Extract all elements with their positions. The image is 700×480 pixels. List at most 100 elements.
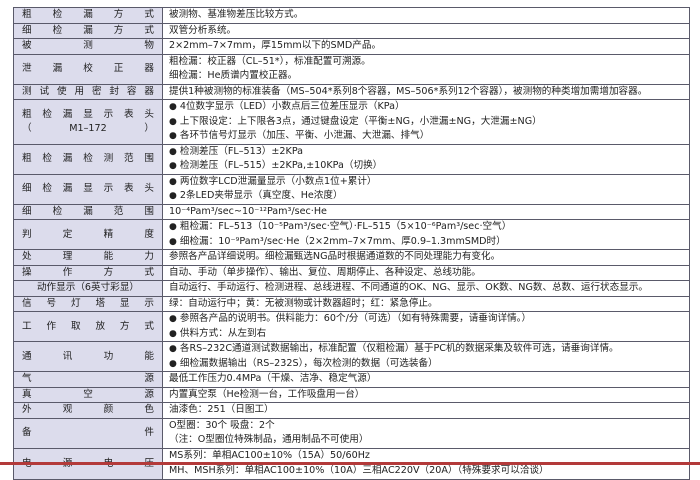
row-value: MH、MSH系列：单相AC100±10%（10A）三相AC220V（20A）（特…: [162, 463, 690, 480]
table-row: 操作方式 自动、手动（单步操作）、输出、复位、周期停止、各种设定、总线功能。: [13, 264, 690, 281]
bullet-icon: ●: [169, 358, 177, 369]
row-label-text: 备件: [22, 427, 154, 438]
row-label-text: 细检漏范围: [22, 205, 154, 217]
value-text: 参照各产品的说明书。供料能力：60个/分（可选）（如有特殊需要，请垂询详情。）: [179, 313, 532, 324]
table-row: 粗检漏方式 被测物、基准物差压比较方式。: [13, 7, 690, 24]
row-label-text: 判定精度: [22, 228, 154, 240]
row-value: ● 4位数字显示（LED）小数点后三位差压显示（KPa） ● 上下限设定：上下限各3点…: [162, 99, 690, 145]
value-line: ● 细检漏数据输出（RS–232S），每次检测的数据（可选装备）: [169, 357, 689, 372]
value-text: 2×2mm–7×7mm，厚15mm以下的SMD产品。: [169, 40, 382, 51]
value-text: MS系列：单相AC100±10%（15A）50/60Hz: [169, 449, 370, 461]
value-line: ● 检测差压（FL–515）±2KPa,±10KPa（切换）: [169, 159, 689, 174]
value-text: 各环节信号灯显示（加压、平衡、小泄漏、大泄漏、排气）: [179, 130, 430, 141]
row-value: 被测物、基准物差压比较方式。: [162, 7, 690, 24]
row-label-text: 动作显示（6英寸彩显）: [36, 282, 140, 294]
row-label: 粗检漏显示表头 （M1–172）: [13, 99, 163, 145]
row-label: 粗检漏方式: [13, 7, 163, 24]
bullet-icon: ●: [169, 314, 177, 324]
row-label: 细检漏范围: [13, 203, 163, 220]
row-label-text: 通讯功能: [22, 350, 154, 362]
row-label-text: 粗检漏检测范围: [22, 153, 154, 164]
table-row: 信号灯塔显示 绿：自动运行中；黄：无被测物或计数器超时；红：紧急停止。: [13, 295, 690, 312]
value-line: O型圈：30个 吸盘：2个: [169, 419, 689, 434]
value-text: 参照各产品详细说明。细检漏甄选NG品时根据通道数的不同处理能力有变化。: [169, 251, 501, 262]
value-line: ● 两位数字LCD泄漏量显示（小数点1位+累计）: [169, 175, 689, 190]
row-value: ● 检测差压（FL–513）±2KPa ● 检测差压（FL–515）±2KPa,±10…: [162, 143, 690, 175]
row-label: 操作方式: [13, 264, 163, 281]
row-value: 自动运行、手动运行、检测进程、总线进程、不同通道的OK、NG、显示、OK数、NG…: [162, 280, 690, 297]
row-label: 判定精度: [13, 219, 163, 250]
bullet-icon: ●: [169, 236, 177, 247]
row-value: 双管分析系统。: [162, 22, 690, 39]
bullet-icon: ●: [169, 344, 177, 354]
bullet-icon: ●: [169, 102, 177, 112]
row-label-text: 粗检漏方式: [22, 9, 154, 21]
table-row: 粗检漏显示表头 （M1–172） ● 4位数字显示（LED）小数点后三位差压显示（KP…: [13, 99, 690, 145]
value-text: 双管分析系统。: [169, 24, 237, 36]
row-value: 粗检漏：校正器（CL–51*），标准配置可溯源。 细检漏：He质谱内置校正器。: [162, 53, 690, 85]
bullet-icon: ●: [169, 146, 177, 157]
row-label-text: 细检漏方式: [22, 24, 154, 36]
value-text: O型圈：30个 吸盘：2个: [169, 419, 275, 431]
table-row: 细检漏显示表头 ● 两位数字LCD泄漏量显示（小数点1位+累计） ● 2条LED夹带显示…: [13, 173, 690, 205]
row-label: 泄漏校正器: [13, 53, 163, 85]
row-value: ● 参照各产品的说明书。供料能力：60个/分（可选）（如有特殊需要，请垂询详情。）…: [162, 311, 690, 342]
value-text: 细检漏数据输出（RS–232S），每次检测的数据（可选装备）: [179, 357, 438, 369]
value-line: 提供1种被测物的标准装备（MS–504*系列8个容器，MS–506*系列12个容…: [169, 85, 689, 100]
table-row: 备件 O型圈：30个 吸盘：2个 （注：O型圈位特殊制品，通用制品不可使用）: [13, 417, 690, 449]
value-text: 内置真空泵（He检测一台，工作吸盘用一台）: [169, 388, 365, 400]
table-row: 细检漏范围 10⁻⁴Pam³/sec~10⁻¹²Pam³/sec·He: [13, 203, 690, 220]
value-text: 提供1种被测物的标准装备（MS–504*系列8个容器，MS–506*系列12个容…: [169, 85, 648, 97]
value-line: 自动运行、手动运行、检测进程、总线进程、不同通道的OK、NG、显示、OK数、NG…: [169, 281, 689, 296]
bullet-icon: ●: [169, 161, 177, 171]
value-line: 粗检漏：校正器（CL–51*），标准配置可溯源。: [169, 55, 689, 70]
row-label-text: 泄漏校正器: [22, 63, 154, 74]
value-text: 上下限设定：上下限各3点，通过键盘设定（平衡±NG，小泄漏±NG，大泄漏±NG）: [179, 115, 542, 127]
value-text: 2条LED夹带显示（真空度、He浓度）: [179, 190, 343, 201]
value-text: （注：O型圈位特殊制品，通用制品不可使用）: [169, 434, 369, 445]
value-line: ● 细检漏：10⁻⁹Pam³/sec·He（2×2mm–7×7mm、厚0.9–1.…: [169, 235, 689, 250]
value-line: 绿：自动运行中；黄：无被测物或计数器超时；红：紧急停止。: [169, 297, 689, 312]
bullet-icon: ●: [169, 191, 177, 201]
value-line: ● 供料方式：从左到右: [169, 327, 689, 342]
table-row: 外观颜色 油漆色：251（日图工）: [13, 402, 690, 419]
value-line: ● 各RS–232C通道测试数据输出，标准配置（仅粗检漏）基于PC机的数据采集及软…: [169, 342, 689, 357]
row-label-text: 信号灯塔显示: [22, 297, 154, 309]
row-label-text: 外观颜色: [22, 404, 154, 416]
table-row: 气源 最低工作压力0.4MPa（干燥、洁净、稳定气源）: [13, 371, 690, 388]
row-label: 工作取放方式: [13, 311, 163, 342]
value-text: 10⁻⁴Pam³/sec~10⁻¹²Pam³/sec·He: [169, 205, 327, 217]
row-label-text: 细检漏显示表头: [22, 183, 154, 194]
value-line: ● 参照各产品的说明书。供料能力：60个/分（可选）（如有特殊需要，请垂询详情。）: [169, 312, 689, 327]
value-text: 两位数字LCD泄漏量显示（小数点1位+累计）: [179, 175, 377, 187]
value-text: 检测差压（FL–513）±2KPa: [179, 145, 304, 157]
row-label: 气源: [13, 371, 163, 388]
table-row: 粗检漏检测范围 ● 检测差压（FL–513）±2KPa ● 检测差压（FL–515）±2…: [13, 143, 690, 175]
value-line: 内置真空泵（He检测一台，工作吸盘用一台）: [169, 388, 689, 403]
row-label: 细检漏方式: [13, 22, 163, 39]
row-value: 参照各产品详细说明。细检漏甄选NG品时根据通道数的不同处理能力有变化。: [162, 249, 690, 266]
row-label-text: 粗检漏显示表头: [22, 108, 154, 120]
row-label-text: （M1–172）: [22, 122, 154, 134]
value-line: 双管分析系统。: [169, 24, 689, 39]
table-row: 动作显示（6英寸彩显） 自动运行、手动运行、检测进程、总线进程、不同通道的OK、N…: [13, 280, 690, 297]
row-label-text: 气源: [22, 373, 154, 385]
row-label: 细检漏显示表头: [13, 173, 163, 205]
table-row: 泄漏校正器 粗检漏：校正器（CL–51*），标准配置可溯源。 细检漏：He质谱内置校…: [13, 53, 690, 85]
row-label: 信号灯塔显示: [13, 295, 163, 312]
value-line: （注：O型圈位特殊制品，通用制品不可使用）: [169, 433, 689, 448]
value-line: 10⁻⁴Pam³/sec~10⁻¹²Pam³/sec·He: [169, 205, 689, 220]
value-text: 被测物、基准物差压比较方式。: [169, 9, 304, 20]
table-row: 工作取放方式 ● 参照各产品的说明书。供料能力：60个/分（可选）（如有特殊需要，请…: [13, 311, 690, 342]
value-text: 最低工作压力0.4MPa（干燥、洁净、稳定气源）: [169, 373, 377, 384]
row-value: 提供1种被测物的标准装备（MS–504*系列8个容器，MS–506*系列12个容…: [162, 83, 690, 100]
value-text: 油漆色：251（日图工）: [169, 404, 274, 415]
row-value: ● 粗检漏：FL–513（10⁻⁵Pam³/sec·空气）·FL–515（5×10…: [162, 219, 690, 250]
table-row: 处理能力 参照各产品详细说明。细检漏甄选NG品时根据通道数的不同处理能力有变化。: [13, 249, 690, 266]
value-line: ● 粗检漏：FL–513（10⁻⁵Pam³/sec·空气）·FL–515（5×10…: [169, 220, 689, 235]
table-row: 细检漏方式 双管分析系统。: [13, 22, 690, 39]
row-label: 备件: [13, 417, 163, 449]
value-text: 各RS–232C通道测试数据输出，标准配置（仅粗检漏）基于PC机的数据采集及软件…: [179, 343, 619, 354]
value-text: MH、MSH系列：单相AC100±10%（10A）三相AC220V（20A）（特…: [169, 465, 549, 476]
value-line: ● 各环节信号灯显示（加压、平衡、小泄漏、大泄漏、排气）: [169, 129, 689, 144]
